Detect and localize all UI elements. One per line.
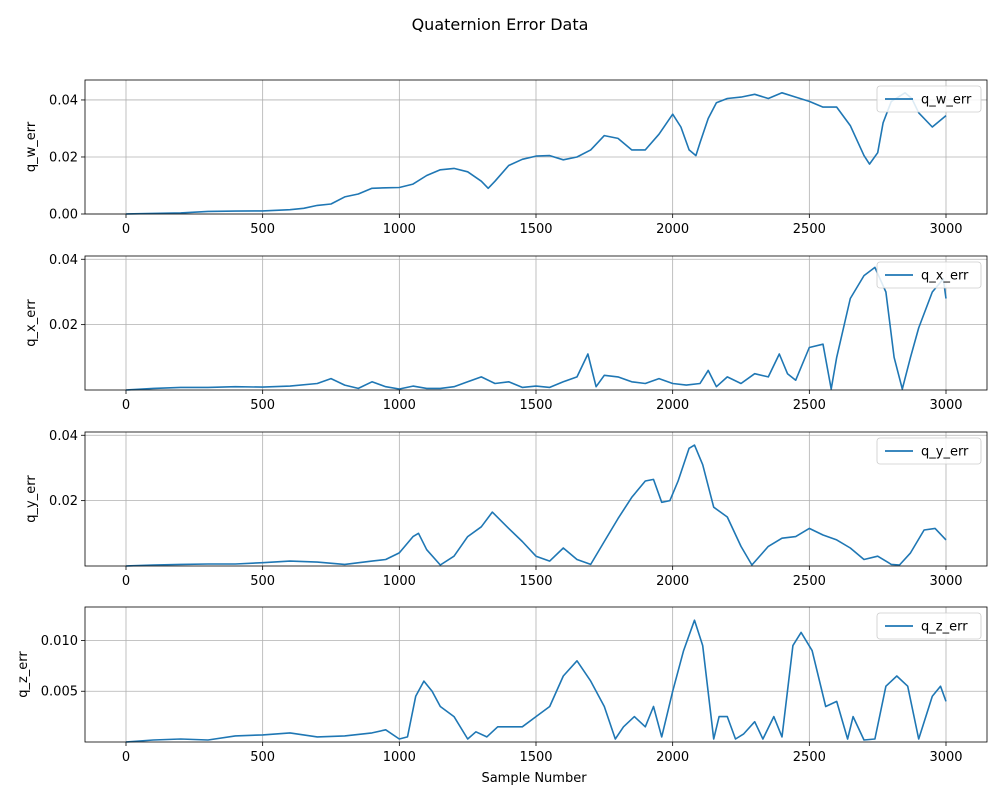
y-axis-label: q_z_err <box>16 651 31 698</box>
x-tick-label: 2500 <box>793 750 826 765</box>
x-tick-label: 1500 <box>519 750 552 765</box>
x-tick-label: 0 <box>122 750 130 765</box>
legend-box <box>876 612 982 640</box>
x-tick-label: 500 <box>250 574 275 589</box>
subplot-q_z_err: 0 500 1000 1500 2000 2500 3000 0.005 0.010 q_z_er… <box>16 606 988 765</box>
figure-title: Quaternion Error Data <box>412 15 589 34</box>
legend-label: q_w_err <box>921 93 972 108</box>
y-tick-label: 0.02 <box>49 494 78 509</box>
legend-label: q_z_err <box>921 620 968 635</box>
x-tick-label: 2500 <box>793 222 826 237</box>
y-axis-label: q_y_err <box>24 475 39 523</box>
legend-box <box>876 261 982 289</box>
y-tick-label: 0.02 <box>49 318 78 333</box>
axes-frame <box>84 606 988 743</box>
x-tick-label: 2500 <box>793 398 826 413</box>
y-axis-label: q_w_err <box>24 121 39 172</box>
axes-frame <box>84 255 988 391</box>
subplot-q_y_err: 0 500 1000 1500 2000 2500 30000.020.04q_y_errq… <box>24 429 988 589</box>
x-tick-label: 2000 <box>656 222 689 237</box>
series-line-q_z_err <box>125 619 947 743</box>
legend-label: q_x_err <box>921 269 969 284</box>
subplot-q_x_err: 0 500 1000 1500 2000 2500 30000.020.04q_x_errq… <box>24 253 988 413</box>
legend-box <box>876 85 982 113</box>
series-line-q_w_err <box>125 92 947 215</box>
x-tick-label: 3000 <box>929 398 962 413</box>
x-tick-label: 1500 <box>519 222 552 237</box>
x-tick-label: 500 <box>250 398 275 413</box>
x-tick-label: 1000 <box>383 398 416 413</box>
legend-label: q_y_err <box>921 445 969 460</box>
x-tick-label: 1500 <box>519 574 552 589</box>
x-axis-label: Sample Number <box>481 771 587 786</box>
x-tick-label: 2000 <box>656 398 689 413</box>
x-tick-label: 0 <box>122 222 130 237</box>
x-tick-label: 1500 <box>519 398 552 413</box>
x-tick-label: 2000 <box>656 574 689 589</box>
x-tick-label: 500 <box>250 750 275 765</box>
series-line-q_x_err <box>125 266 947 391</box>
subplots-layer: 0 500 1000 1500 2000 2500 3000 0.00 0.02 0.04 q_w_… <box>16 79 988 765</box>
x-tick-label: 3000 <box>929 574 962 589</box>
x-tick-label: 0 <box>122 574 130 589</box>
x-tick-label: 0 <box>122 398 130 413</box>
axes-frame <box>84 431 988 567</box>
x-tick-label: 2000 <box>656 750 689 765</box>
x-tick-label: 2500 <box>793 574 826 589</box>
subplot-q_w_err: 0 500 1000 1500 2000 2500 3000 0.00 0.02 0.04 q_w_… <box>24 79 988 237</box>
legend-box <box>876 437 982 465</box>
x-tick-label: 1000 <box>383 574 416 589</box>
x-tick-label: 1000 <box>383 222 416 237</box>
y-tick-label: 0.04 <box>49 429 78 444</box>
y-tick-label: 0.02 <box>49 150 78 165</box>
axes-frame <box>84 79 988 215</box>
y-tick-label: 0.04 <box>49 253 78 268</box>
y-tick-label: 0.04 <box>49 93 78 108</box>
x-tick-label: 3000 <box>929 750 962 765</box>
series-line-q_y_err <box>125 444 947 567</box>
y-tick-label: 0.00 <box>49 208 78 223</box>
y-axis-label: q_x_err <box>24 299 39 347</box>
x-tick-label: 500 <box>250 222 275 237</box>
x-tick-label: 3000 <box>929 222 962 237</box>
y-tick-label: 0.005 <box>41 685 78 700</box>
y-tick-label: 0.010 <box>41 634 78 649</box>
x-tick-label: 1000 <box>383 750 416 765</box>
